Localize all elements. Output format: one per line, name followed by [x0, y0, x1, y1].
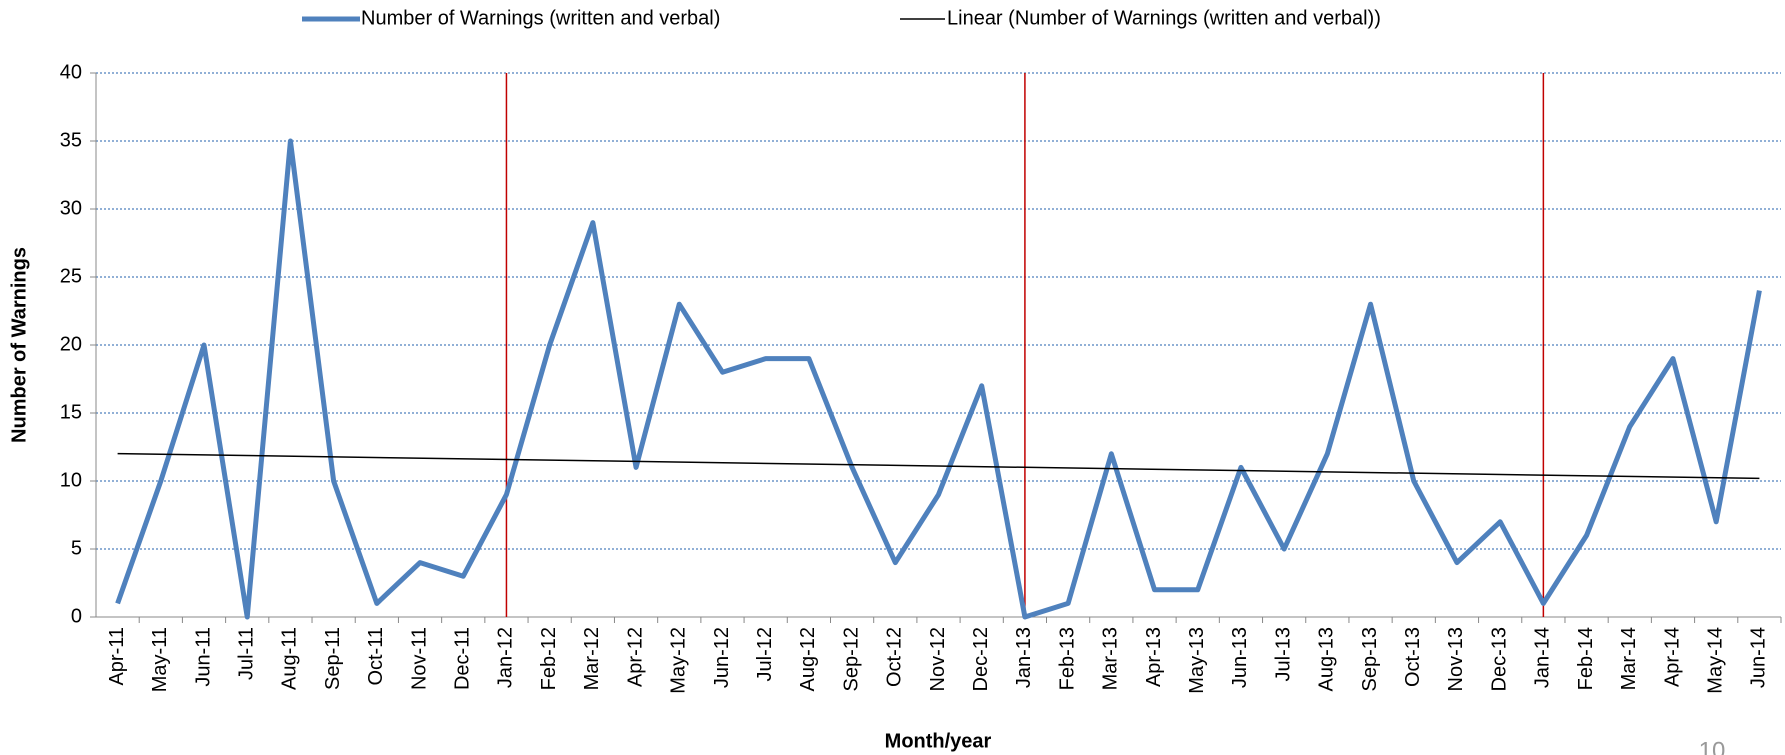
- legend-label: Number of Warnings (written and verbal): [361, 7, 720, 29]
- x-tick-label: Dec-13: [1488, 627, 1510, 691]
- x-tick-label: Jun-14: [1748, 627, 1770, 688]
- x-tick-label: Jul-11: [235, 627, 257, 680]
- page-number: 10: [1699, 737, 1726, 755]
- legend-label: Linear (Number of Warnings (written and …: [947, 7, 1381, 29]
- x-tick-label: Nov-12: [927, 627, 949, 691]
- x-tick-label: Jun-13: [1229, 627, 1251, 688]
- x-tick-label: Mar-14: [1618, 627, 1640, 690]
- x-tick-label: Oct-12: [884, 627, 906, 687]
- x-tick-label: Aug-12: [797, 627, 819, 692]
- x-tick-label: Feb-13: [1056, 627, 1078, 690]
- x-tick-label: Aug-11: [279, 627, 301, 690]
- x-tick-label: Apr-14: [1661, 627, 1683, 687]
- x-tick-label: May-11: [149, 627, 171, 692]
- y-tick-label: 40: [60, 61, 82, 83]
- data-line: [115, 138, 1762, 620]
- x-tick-label: Sep-12: [840, 627, 862, 692]
- x-tick-label: May-13: [1186, 627, 1208, 694]
- x-tick-label: Feb-12: [538, 627, 560, 690]
- x-tick-label: Nov-11: [408, 627, 430, 690]
- x-tick-label: Jan-13: [1013, 627, 1035, 688]
- x-tick-label: Jul-13: [1272, 627, 1294, 681]
- x-tick-label: Jan-14: [1532, 627, 1554, 688]
- x-tick-label: Jun-11: [192, 627, 214, 687]
- x-tick-label: Dec-12: [970, 627, 992, 691]
- x-tick-label: Feb-14: [1575, 627, 1597, 690]
- x-axis-title: Month/year: [885, 730, 992, 752]
- x-tick-label: Jun-12: [711, 627, 733, 688]
- x-tick-label: Oct-13: [1402, 627, 1424, 687]
- y-tick-label: 15: [60, 401, 82, 423]
- x-tick-label: Oct-11: [365, 627, 387, 686]
- x-tick-label: Sep-13: [1359, 627, 1381, 692]
- y-tick-label: 5: [71, 537, 82, 559]
- y-tick-label: 35: [60, 129, 82, 151]
- x-tick-label: Dec-11: [452, 627, 474, 690]
- x-tick-label: Nov-13: [1445, 627, 1467, 691]
- y-tick-label: 30: [60, 197, 82, 219]
- y-axis-title: Number of Warnings: [8, 247, 30, 443]
- x-tick-label: May-14: [1704, 627, 1726, 694]
- x-tick-label: Jul-12: [754, 627, 776, 681]
- x-tick-label: Mar-12: [581, 627, 603, 690]
- trend-line: [117, 452, 1760, 480]
- y-tick-label: 10: [60, 469, 82, 491]
- x-tick-label: Apr-13: [1143, 627, 1165, 687]
- x-tick-label: Aug-13: [1316, 627, 1338, 692]
- y-tick-label: 25: [60, 265, 82, 287]
- y-tick-label: 20: [60, 333, 82, 355]
- x-tick-label: Mar-13: [1100, 627, 1122, 690]
- x-tick-label: Jan-12: [495, 627, 517, 688]
- x-tick-label: May-12: [668, 627, 690, 694]
- y-tick-label: 0: [71, 605, 82, 627]
- x-tick-label: Apr-12: [624, 627, 646, 687]
- x-tick-label: Sep-11: [322, 627, 344, 690]
- x-tick-label: Apr-11: [106, 627, 128, 686]
